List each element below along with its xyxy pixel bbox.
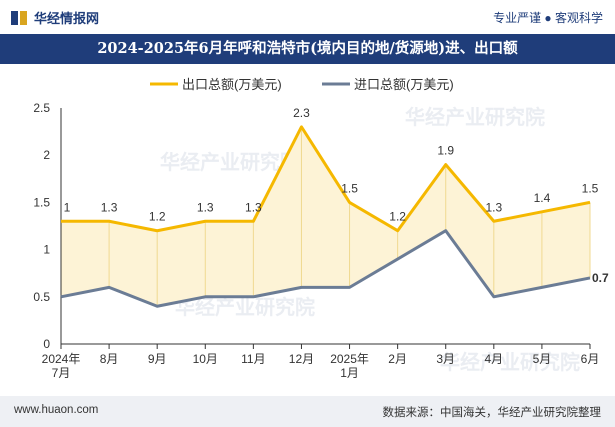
x-tick-label: 4月 bbox=[484, 352, 503, 366]
footer-source: 数据来源：中国海关，华经产业研究院整理 bbox=[382, 407, 602, 419]
area-fill-band bbox=[61, 126, 590, 307]
export-data-label: 1.3 bbox=[485, 200, 502, 214]
x-tick-label: 2025年 bbox=[330, 352, 369, 366]
footer-website: www.huaon.com bbox=[14, 404, 99, 416]
export-data-label: 1.3 bbox=[245, 200, 262, 214]
export-data-label: 1.3 bbox=[197, 200, 214, 214]
slogan: 专业严谨 ● 客观科学 bbox=[493, 11, 603, 25]
x-tick-label: 2月 bbox=[388, 352, 407, 366]
x-tick-label: 9月 bbox=[148, 352, 167, 366]
export-data-label: 1.2 bbox=[389, 210, 406, 224]
brand: 华经情报网 bbox=[10, 8, 99, 27]
y-tick-label: 1.5 bbox=[33, 195, 50, 209]
legend-export-label: 出口总额(万美元) bbox=[182, 77, 282, 92]
export-data-label: 1.4 bbox=[534, 191, 551, 205]
x-tick-label: 10月 bbox=[193, 352, 218, 366]
x-tick-label: 8月 bbox=[100, 352, 119, 366]
watermark-text: 华经产业研究院 bbox=[405, 105, 545, 129]
export-data-label: 1.5 bbox=[341, 181, 358, 195]
export-data-label: 1.9 bbox=[437, 144, 454, 158]
watermark-text: 华经产业研究院 bbox=[160, 150, 300, 174]
x-tick-label: 2024年 bbox=[42, 352, 81, 366]
import-data-label: 0.7 bbox=[592, 271, 609, 285]
brand-name: 华经情报网 bbox=[34, 11, 100, 26]
logo-icon bbox=[11, 10, 27, 25]
x-tick-label: 1月 bbox=[340, 366, 359, 380]
y-tick-label: 1 bbox=[43, 243, 50, 257]
y-tick-label: 0 bbox=[43, 337, 50, 351]
x-tick-label: 5月 bbox=[533, 352, 552, 366]
export-data-label: 1.5 bbox=[582, 181, 599, 195]
y-tick-label: 2.5 bbox=[33, 101, 50, 115]
footer: www.huaon.com 数据来源：中国海关，华经产业研究院整理 bbox=[0, 396, 615, 427]
x-tick-label: 12月 bbox=[289, 352, 314, 366]
top-bar: 华经情报网 专业严谨 ● 客观科学 bbox=[0, 0, 615, 34]
export-data-label: 1.2 bbox=[149, 210, 166, 224]
export-data-label: 1.3 bbox=[101, 200, 118, 214]
import-series-line bbox=[60, 229, 591, 308]
y-tick-label: 2 bbox=[43, 148, 50, 162]
export-data-label: 1 bbox=[64, 200, 71, 214]
x-tick-label: 3月 bbox=[436, 352, 455, 366]
x-tick-label: 7月 bbox=[52, 366, 71, 380]
x-tick-label: 6月 bbox=[581, 352, 600, 366]
y-tick-label: 0.5 bbox=[33, 290, 50, 304]
chart-title: 2024-2025年6月年呼和浩特市(境内目的地/货源地)进、出口额 bbox=[0, 34, 615, 64]
export-data-label: 2.3 bbox=[293, 106, 310, 120]
watermark-text: 华经产业研究院 bbox=[440, 350, 580, 374]
export-series-line bbox=[61, 125, 591, 233]
x-tick-label: 11月 bbox=[241, 352, 265, 366]
legend-import-label: 进口总额(万美元) bbox=[354, 77, 454, 92]
